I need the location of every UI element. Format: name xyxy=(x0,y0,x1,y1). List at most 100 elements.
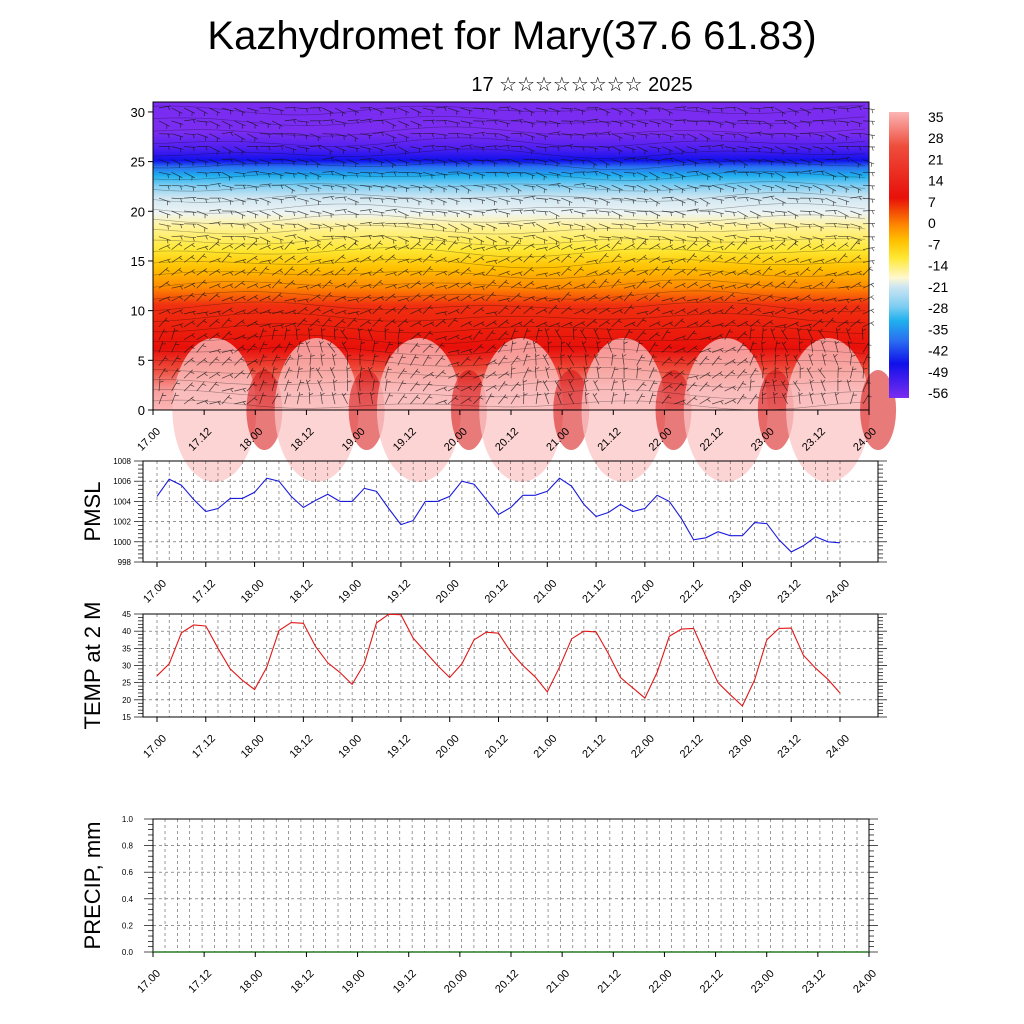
wind-barb xyxy=(209,120,221,127)
wind-barb-feather xyxy=(720,271,724,275)
wind-barb xyxy=(347,107,359,113)
wind-barb-feather xyxy=(493,321,497,325)
wind-barb xyxy=(724,284,737,289)
y-tick-label: 0.6 xyxy=(122,868,134,877)
wind-barb-feather xyxy=(670,224,673,229)
wind-barb-feather xyxy=(381,187,383,192)
wind-barb xyxy=(862,341,870,353)
wind-barb xyxy=(548,159,561,165)
wind-barb-feather xyxy=(595,210,598,214)
y-tick-label: 40 xyxy=(122,627,131,636)
wind-barb-feather xyxy=(456,310,460,314)
wind-barb xyxy=(435,295,447,302)
wind-barb-feather xyxy=(680,320,685,323)
wind-barb xyxy=(800,284,812,289)
wind-barb xyxy=(171,341,177,353)
wind-barb-feather xyxy=(857,256,862,260)
wind-barb xyxy=(674,296,686,302)
wind-barb xyxy=(850,159,862,166)
wind-barb xyxy=(825,210,838,212)
wind-barb xyxy=(460,335,473,341)
wind-barb-feather xyxy=(582,120,585,125)
colorbar-label: -14 xyxy=(928,258,948,274)
wind-barb-feather xyxy=(192,311,196,316)
wind-barb xyxy=(636,317,645,328)
wind-barb xyxy=(234,242,245,250)
wind-barb xyxy=(579,329,587,340)
wind-barb-feather xyxy=(455,228,457,233)
wind-barb-feather xyxy=(278,281,283,284)
wind-barb-feather xyxy=(343,310,347,315)
wind-barb-feather xyxy=(623,367,628,370)
wind-barb xyxy=(711,236,724,241)
wind-barb xyxy=(536,197,549,200)
wind-barb xyxy=(636,210,649,213)
wind-barb-feather xyxy=(557,183,560,188)
wind-barb xyxy=(272,107,284,112)
wind-barb-feather xyxy=(695,171,699,176)
wind-barb xyxy=(498,106,511,109)
wind-barb-feather xyxy=(783,238,786,243)
wind-barb xyxy=(561,184,573,191)
wind-barb xyxy=(649,293,659,302)
wind-barb xyxy=(183,269,195,276)
wind-barb-feather xyxy=(443,161,446,166)
wind-barb xyxy=(360,235,373,238)
wind-barb xyxy=(623,120,636,126)
y-tick-label: 15 xyxy=(131,254,145,269)
wind-barb-feather xyxy=(503,357,508,360)
wind-barb xyxy=(661,171,674,176)
wind-barb xyxy=(548,244,560,250)
wind-barb xyxy=(397,394,406,405)
wind-barb xyxy=(358,392,361,405)
wind-barb-feather xyxy=(720,199,723,204)
wind-barb xyxy=(583,366,587,379)
wind-barb xyxy=(460,184,472,192)
contour-line xyxy=(152,279,866,290)
wind-barb xyxy=(498,256,510,263)
wind-barb xyxy=(749,340,754,353)
wind-barb xyxy=(611,197,624,200)
wind-barb-feather xyxy=(494,260,498,265)
wind-barb xyxy=(317,380,323,392)
wind-barb-feather xyxy=(318,145,321,150)
x-tick-label: 22.00 xyxy=(647,968,675,996)
wind-barb xyxy=(259,265,268,276)
wind-barb xyxy=(762,379,767,392)
wind-barb xyxy=(674,269,686,276)
wind-barb xyxy=(800,223,813,226)
wind-barb-feather xyxy=(252,383,257,387)
wind-barb-feather xyxy=(656,333,660,337)
y-tick-label: 25 xyxy=(131,155,145,170)
wind-barb xyxy=(234,309,246,315)
wind-barb-feather xyxy=(205,161,207,166)
wind-barb xyxy=(435,171,448,176)
wind-barb xyxy=(510,304,520,315)
wind-barb-feather xyxy=(783,259,787,263)
wind-barb xyxy=(535,392,539,405)
wind-barb-feather xyxy=(404,320,409,324)
wind-barb xyxy=(158,328,165,340)
wind-barb-feather xyxy=(606,296,611,300)
wind-barb xyxy=(699,381,708,392)
wind-barb xyxy=(448,171,461,173)
wind-barb xyxy=(221,330,231,340)
wind-barb-feather xyxy=(318,120,321,125)
wind-barb xyxy=(770,328,776,340)
wind-barb xyxy=(410,368,419,379)
wind-barb xyxy=(510,355,519,366)
wind-barb-feather xyxy=(381,198,384,203)
wind-barb xyxy=(761,340,763,353)
wind-barb xyxy=(384,366,389,379)
x-tick-label: 18.00 xyxy=(239,733,267,761)
wind-barb xyxy=(297,107,310,110)
wind-barb-feather xyxy=(532,159,535,164)
wind-barb xyxy=(183,171,195,179)
wind-barb-feather xyxy=(556,245,561,250)
wind-barb xyxy=(485,223,498,229)
wind-barb xyxy=(221,107,234,112)
wind-barb xyxy=(523,234,536,238)
wind-barb-feather xyxy=(492,281,497,285)
wind-barb xyxy=(686,184,699,190)
wind-barb-feather xyxy=(190,359,195,362)
